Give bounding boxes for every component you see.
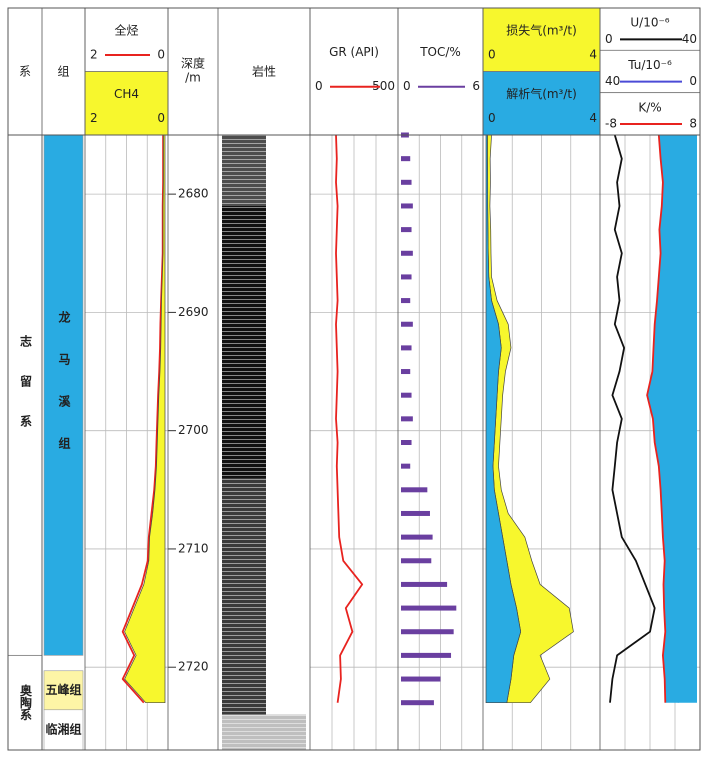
toc-bar	[401, 298, 411, 304]
area-fill	[124, 134, 166, 704]
scale-max: 0	[157, 47, 165, 61]
depth-header: 深度	[181, 56, 205, 71]
toc-bar	[401, 700, 434, 706]
formation-name: 临湘组	[45, 721, 81, 736]
legend-name: U/10⁻⁶	[630, 16, 669, 30]
formation-header: 组	[57, 65, 69, 79]
scale-max: 0	[689, 74, 697, 88]
log-curve	[335, 134, 364, 703]
toc-bar	[401, 440, 412, 445]
toc-bar	[401, 558, 432, 564]
formation-interval	[43, 670, 84, 711]
system-name: 志留系	[19, 334, 33, 455]
system-name: 奥陶系	[19, 683, 33, 721]
depth-tick-label: 2700	[178, 423, 209, 437]
toc-bar	[401, 487, 428, 493]
series-header-box	[482, 71, 601, 136]
legend-name: TOC/%	[419, 45, 461, 59]
scale-min: 2	[90, 111, 98, 125]
toc-bar	[401, 203, 413, 209]
lithology-header: 岩性	[252, 64, 276, 79]
toc-bar	[401, 369, 411, 375]
system-interval	[7, 654, 43, 751]
series-header-box	[309, 7, 399, 136]
scale-min: 2	[90, 47, 98, 61]
toc-bar	[401, 274, 412, 280]
scale-max: 500	[372, 79, 395, 93]
scale-min: 40	[605, 74, 620, 88]
toc-bar	[401, 179, 412, 185]
lithology-pattern	[222, 205, 266, 478]
toc-bar	[401, 392, 412, 398]
series-header-box	[599, 49, 701, 94]
toc-bar	[401, 652, 452, 658]
depth-tick-label: 2720	[178, 660, 209, 674]
area-fill	[485, 134, 522, 704]
toc-bar	[401, 156, 411, 162]
scale-min: 0	[488, 111, 496, 125]
toc-bar	[401, 676, 441, 682]
depth-unit: /m	[185, 71, 201, 85]
depth-tick-label: 2690	[178, 305, 209, 319]
scale-min: 0	[605, 32, 613, 46]
scale-max: 6	[472, 79, 480, 93]
toc-bar	[401, 250, 413, 256]
legend-name: Tu/10⁻⁶	[627, 58, 672, 72]
lithology-pattern	[222, 135, 266, 206]
depth-tick-label: 2710	[178, 541, 209, 555]
scale-min: 0	[315, 79, 323, 93]
scale-max: 0	[157, 111, 165, 125]
legend-name: K/%	[638, 100, 661, 114]
series-header-box	[84, 71, 169, 136]
lithology-pattern	[222, 714, 306, 750]
toc-bar	[401, 629, 454, 635]
series-header-box	[397, 7, 484, 136]
toc-bar	[401, 321, 413, 327]
legend-name: 解析气(m³/t)	[506, 86, 577, 101]
area-fill	[647, 135, 697, 703]
toc-bar	[401, 416, 413, 422]
scale-max: 40	[682, 32, 697, 46]
toc-bar	[401, 463, 411, 469]
scale-max: 8	[689, 116, 697, 130]
depth-tick-label: 2680	[178, 187, 209, 201]
legend-name: GR (API)	[329, 45, 379, 59]
scale-min: -8	[605, 116, 617, 130]
toc-bar	[401, 581, 448, 587]
system-interval	[7, 134, 43, 656]
scale-min: 0	[403, 79, 411, 93]
scale-max: 4	[589, 47, 597, 61]
formation-name: 五峰组	[45, 682, 81, 697]
scale-max: 4	[589, 111, 597, 125]
frame	[7, 7, 701, 751]
legend-name: 全烃	[114, 22, 138, 37]
toc-bar	[401, 345, 412, 351]
series-header-box	[599, 7, 701, 51]
toc-bar	[401, 510, 430, 516]
log-curve	[121, 135, 164, 704]
legend-name: 损失气(m³/t)	[506, 22, 577, 37]
legend-name: CH4	[114, 87, 139, 101]
log-curve	[646, 134, 667, 703]
toc-bar	[401, 534, 433, 540]
lithology-pattern	[222, 477, 266, 715]
toc-bar	[401, 605, 457, 611]
toc-bar	[401, 227, 412, 233]
scale-min: 0	[488, 47, 496, 61]
formation-name: 龙马溪组	[57, 310, 71, 479]
log-curve	[609, 134, 656, 703]
series-header-box	[482, 7, 601, 72]
system-header: 系	[19, 65, 31, 79]
series-header-box	[84, 7, 169, 72]
